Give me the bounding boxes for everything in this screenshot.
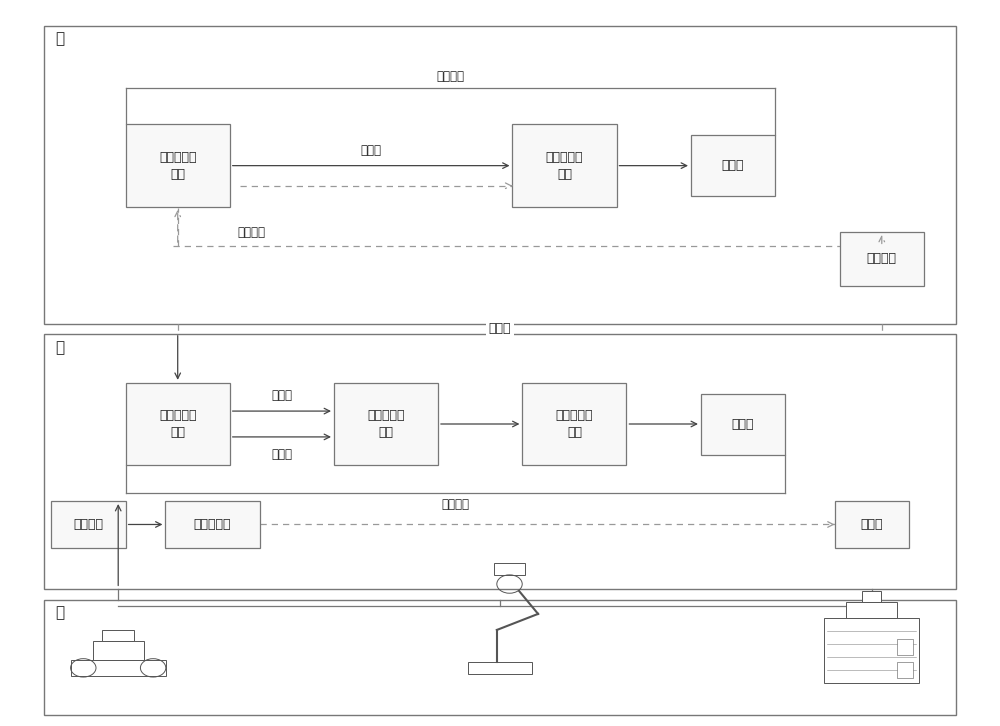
Text: 长序列预测
机制: 长序列预测 机制 [159, 150, 196, 181]
Bar [840, 232, 924, 286]
Text: 预测值: 预测值 [271, 389, 292, 402]
Bar [44, 25, 956, 324]
Bar [44, 600, 956, 714]
Bar [165, 501, 260, 548]
Bar [468, 662, 532, 674]
Bar [494, 563, 525, 575]
Bar [835, 501, 909, 548]
Text: 数据预处理: 数据预处理 [194, 518, 231, 531]
Bar [846, 603, 897, 619]
Text: 长序列还原
机制: 长序列还原 机制 [546, 150, 583, 181]
Bar [512, 124, 617, 207]
Bar [93, 642, 144, 660]
Text: 数据采集: 数据采集 [73, 518, 103, 531]
Text: 预测值: 预测值 [361, 144, 382, 157]
Bar [897, 662, 913, 678]
Text: 滑动窗口: 滑动窗口 [436, 70, 464, 83]
Bar [51, 501, 126, 548]
Bar [522, 383, 626, 465]
Text: 云: 云 [56, 31, 65, 46]
Bar [334, 383, 438, 465]
Text: 端: 端 [56, 605, 65, 621]
Text: 滑动窗口: 滑动窗口 [441, 498, 469, 511]
Bar [897, 639, 913, 656]
Text: 最终值: 最终值 [722, 159, 744, 172]
Text: 模型同步: 模型同步 [237, 227, 265, 239]
Text: 长序列确认
机制: 长序列确认 机制 [367, 409, 405, 439]
Bar [824, 619, 919, 682]
Text: 边: 边 [56, 340, 65, 355]
Bar [126, 383, 230, 465]
Text: 模型训练: 模型训练 [867, 253, 897, 266]
Bar [126, 124, 230, 207]
Bar [691, 135, 775, 196]
Text: 长序列还原
机制: 长序列还原 机制 [556, 409, 593, 439]
Bar [44, 334, 956, 589]
Text: 数据集: 数据集 [861, 518, 883, 531]
Bar [701, 393, 785, 454]
Bar [102, 630, 134, 642]
Bar [71, 660, 166, 676]
Bar [862, 591, 881, 603]
Text: 最终值: 最终值 [732, 417, 754, 431]
Text: 长序列预测
机制: 长序列预测 机制 [159, 409, 196, 439]
Text: 真实值: 真实值 [271, 448, 292, 461]
Text: 真实值: 真实值 [489, 322, 511, 335]
